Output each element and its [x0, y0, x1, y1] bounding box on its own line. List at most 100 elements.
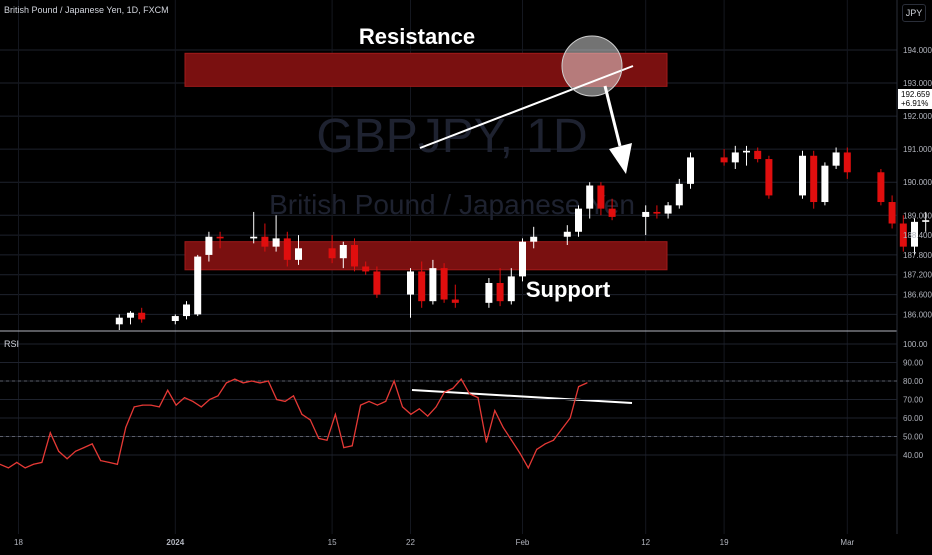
rsi-trendline[interactable] — [411, 389, 633, 404]
candle-body — [911, 221, 918, 247]
rsi-point — [16, 461, 18, 463]
candles — [115, 145, 930, 330]
candle-body — [799, 155, 806, 196]
candle-body — [373, 271, 381, 295]
candle-body — [183, 304, 190, 317]
candle-body — [127, 312, 134, 318]
rsi-tick-label: 100.00 — [903, 340, 928, 349]
rsi-label: RSI — [4, 339, 20, 349]
price-tick-label: 187.200 — [903, 271, 932, 280]
rsi-point — [418, 408, 420, 410]
price-tick-label: 189.000 — [903, 211, 932, 220]
candle-body — [877, 172, 885, 203]
candle-body — [720, 157, 728, 163]
price-trendline[interactable] — [419, 65, 634, 149]
rsi-point — [108, 461, 110, 463]
highlight-circle[interactable] — [561, 35, 623, 97]
candle-body — [328, 248, 336, 259]
price-tick-label: 194.000 — [903, 46, 932, 55]
rsi-point — [100, 460, 102, 462]
rsi-point — [41, 461, 43, 463]
candle-body — [138, 312, 146, 320]
candle-body — [608, 208, 616, 217]
candle-body — [563, 231, 571, 237]
time-tick-label: 15 — [328, 538, 337, 547]
rsi-point — [393, 380, 395, 382]
time-tick-label: 19 — [720, 538, 729, 547]
candle-body — [888, 202, 896, 224]
resistance-label: Resistance — [359, 24, 475, 49]
rsi-point — [376, 404, 378, 406]
rsi-tick-label: 90.00 — [903, 359, 924, 368]
rsi-point — [242, 382, 244, 384]
candle-body — [362, 266, 370, 272]
price-badge-box — [898, 89, 932, 109]
candle-body — [664, 205, 672, 214]
candle-body — [575, 208, 582, 232]
time-axis[interactable]: 1820241522Feb1219Mar111825Apr81522May13 — [14, 538, 932, 547]
candle-body — [216, 236, 224, 239]
rsi-point — [334, 413, 336, 415]
candle-body — [821, 165, 829, 203]
rsi-point — [276, 398, 278, 401]
rsi-point — [183, 397, 186, 399]
rsi-point — [561, 428, 563, 430]
candle-body — [507, 276, 515, 302]
rsi-point — [234, 378, 236, 380]
candle-body — [418, 271, 426, 302]
price-tick-label: 186.000 — [903, 310, 932, 319]
rsi-point — [125, 426, 127, 428]
symbol-header: British Pound / Japanese Yen, 1D, FXCM — [4, 5, 169, 15]
rsi-point — [360, 404, 362, 406]
rsi-point — [435, 406, 437, 408]
rsi-point — [83, 447, 85, 449]
candle-body — [653, 211, 661, 214]
rsi-point — [427, 415, 429, 417]
rsi-point — [385, 400, 387, 402]
candle-body — [754, 150, 762, 160]
rsi-point — [200, 406, 202, 408]
candle-body — [407, 271, 414, 295]
candle-body — [675, 183, 683, 206]
rsi-point — [74, 450, 77, 452]
rsi-point — [460, 378, 462, 380]
watermark-name: British Pound / Japanese Yen — [269, 189, 635, 220]
rsi-point — [552, 439, 555, 441]
rsi-point — [150, 404, 152, 406]
price-axis[interactable]: 194.000 193.000 192.000 191.000 190.000 189.0… — [903, 46, 932, 460]
rsi-point — [175, 404, 177, 406]
rsi-point — [32, 463, 35, 465]
price-tick-label: 190.000 — [903, 178, 932, 187]
rsi-point — [91, 443, 93, 445]
rsi-point — [452, 387, 454, 389]
rsi-point — [58, 450, 60, 452]
price-badge-change: +6.91% — [901, 99, 928, 108]
rsi-point — [116, 463, 118, 465]
candle-body — [115, 317, 123, 325]
candle-body — [519, 241, 526, 277]
candle-body — [597, 185, 605, 209]
rsi-point — [544, 443, 546, 445]
time-tick-label: 22 — [406, 538, 415, 547]
rsi-point — [569, 417, 571, 419]
support-label: Support — [526, 277, 611, 302]
candle-body — [899, 223, 907, 247]
rsi-point — [502, 426, 504, 428]
rsi-pane — [0, 343, 897, 470]
candle-body — [440, 268, 448, 300]
rsi-point — [469, 393, 471, 395]
rsi-point — [326, 439, 328, 441]
rsi-point — [192, 400, 194, 402]
rsi-point — [443, 391, 445, 393]
currency-button[interactable]: JPY — [902, 4, 926, 22]
rsi-point — [158, 406, 160, 408]
candle-body — [496, 283, 504, 302]
candle-body — [642, 211, 650, 217]
candle-body — [171, 316, 179, 322]
rsi-point — [217, 395, 219, 397]
arrow-head — [609, 143, 632, 174]
candle-body — [586, 185, 594, 209]
candle-body — [843, 152, 851, 173]
candle-body — [194, 256, 202, 315]
